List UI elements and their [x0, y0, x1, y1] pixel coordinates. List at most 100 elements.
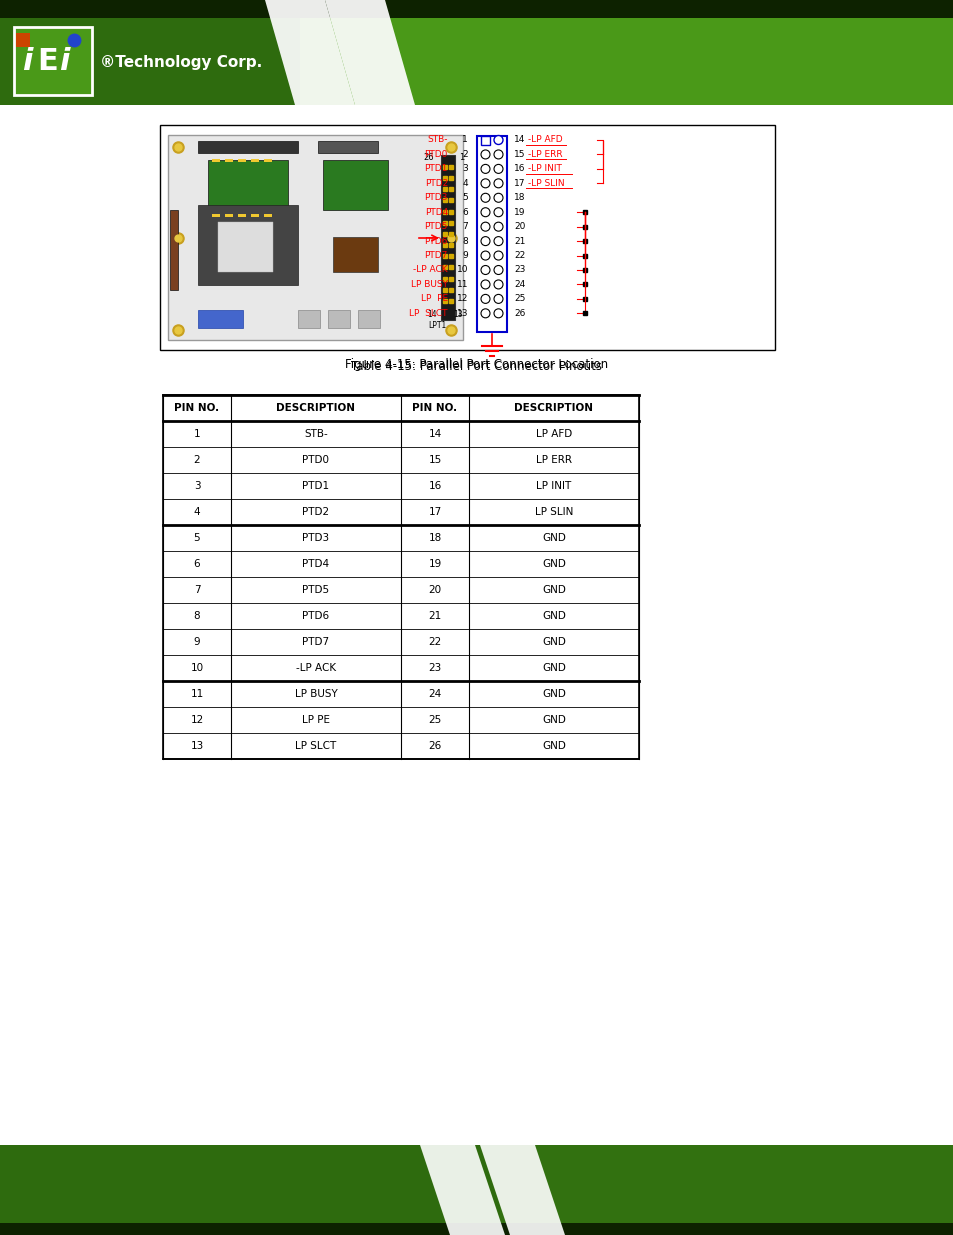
Text: 8: 8	[462, 237, 468, 246]
Text: 15: 15	[514, 149, 525, 159]
Bar	[163, 629, 231, 655]
Bar	[231, 629, 400, 655]
Bar	[499, 1145, 953, 1223]
Bar	[163, 706, 231, 734]
Bar	[163, 447, 231, 473]
Text: -LP INIT: -LP INIT	[527, 164, 561, 173]
Bar	[237, 214, 246, 217]
Bar	[168, 135, 462, 340]
Bar	[170, 210, 178, 290]
Text: i: i	[59, 47, 70, 75]
Bar	[317, 141, 377, 153]
Circle shape	[494, 251, 502, 261]
Bar	[469, 447, 639, 473]
Bar	[16, 33, 30, 47]
Text: 23: 23	[428, 663, 441, 673]
Text: GND: GND	[541, 637, 565, 647]
Text: 22: 22	[428, 637, 441, 647]
Bar	[469, 551, 639, 577]
Bar	[231, 421, 400, 447]
Bar	[400, 525, 469, 551]
Text: PTD4: PTD4	[302, 559, 329, 569]
Bar	[160, 125, 774, 350]
Text: LP SLIN: LP SLIN	[535, 508, 573, 517]
Text: 14: 14	[428, 429, 441, 438]
Text: LP BUSY: LP BUSY	[294, 689, 337, 699]
Text: GND: GND	[541, 689, 565, 699]
Text: 3: 3	[193, 480, 200, 492]
Text: PTD0: PTD0	[424, 149, 448, 159]
Circle shape	[480, 251, 490, 261]
Circle shape	[480, 194, 490, 203]
Circle shape	[494, 309, 502, 317]
Bar	[469, 525, 639, 551]
Bar	[469, 395, 639, 421]
Text: GND: GND	[541, 715, 565, 725]
Circle shape	[494, 179, 502, 188]
Text: STB-: STB-	[427, 136, 448, 144]
Text: PTD6: PTD6	[424, 237, 448, 246]
Bar	[231, 603, 400, 629]
Text: LP  SLCT: LP SLCT	[409, 309, 448, 317]
Bar	[299, 19, 953, 105]
Bar	[14, 27, 91, 95]
Text: 24: 24	[428, 689, 441, 699]
Text: 11: 11	[456, 280, 468, 289]
Text: i: i	[22, 47, 32, 75]
Bar	[480, 136, 490, 144]
Bar	[0, 0, 953, 19]
Text: 10: 10	[191, 663, 203, 673]
Bar	[400, 603, 469, 629]
Circle shape	[480, 164, 490, 173]
Text: E: E	[37, 47, 58, 75]
Text: LP PE: LP PE	[302, 715, 330, 725]
Text: 26: 26	[428, 741, 441, 751]
Text: 16: 16	[514, 164, 525, 173]
Circle shape	[480, 309, 490, 317]
Bar	[476, 136, 506, 332]
Text: LPT1: LPT1	[428, 321, 446, 330]
Bar	[400, 473, 469, 499]
Bar	[264, 159, 272, 162]
Text: 25: 25	[428, 715, 441, 725]
Text: DESCRIPTION: DESCRIPTION	[276, 403, 355, 412]
Bar	[400, 421, 469, 447]
Text: 21: 21	[514, 237, 525, 246]
Circle shape	[480, 266, 490, 274]
Text: 12: 12	[191, 715, 203, 725]
Text: 18: 18	[428, 534, 441, 543]
Bar	[163, 473, 231, 499]
Text: PTD5: PTD5	[302, 585, 329, 595]
Bar	[297, 310, 319, 329]
Text: LP INIT: LP INIT	[536, 480, 571, 492]
Text: GND: GND	[541, 611, 565, 621]
Text: 5: 5	[462, 194, 468, 203]
Text: -LP ACK: -LP ACK	[295, 663, 335, 673]
Text: 1: 1	[458, 153, 464, 162]
Text: GND: GND	[541, 559, 565, 569]
Bar	[440, 156, 455, 320]
Bar	[357, 310, 379, 329]
Text: 26: 26	[422, 153, 434, 162]
Bar	[400, 734, 469, 760]
Text: 14: 14	[514, 136, 525, 144]
Polygon shape	[265, 0, 355, 105]
Text: 19: 19	[428, 559, 441, 569]
Text: PTD7: PTD7	[424, 251, 448, 261]
Text: -LP ACK: -LP ACK	[413, 266, 448, 274]
Bar	[198, 205, 297, 285]
Text: 17: 17	[428, 508, 441, 517]
Text: 10: 10	[456, 266, 468, 274]
Text: 19: 19	[514, 207, 525, 216]
Text: 13: 13	[191, 741, 203, 751]
Circle shape	[480, 280, 490, 289]
Text: GND: GND	[541, 663, 565, 673]
Bar	[469, 706, 639, 734]
Bar	[163, 499, 231, 525]
Bar	[231, 447, 400, 473]
Bar	[163, 421, 231, 447]
Bar	[400, 629, 469, 655]
Text: LP AFD: LP AFD	[536, 429, 572, 438]
Text: 4: 4	[193, 508, 200, 517]
Text: 1: 1	[193, 429, 200, 438]
